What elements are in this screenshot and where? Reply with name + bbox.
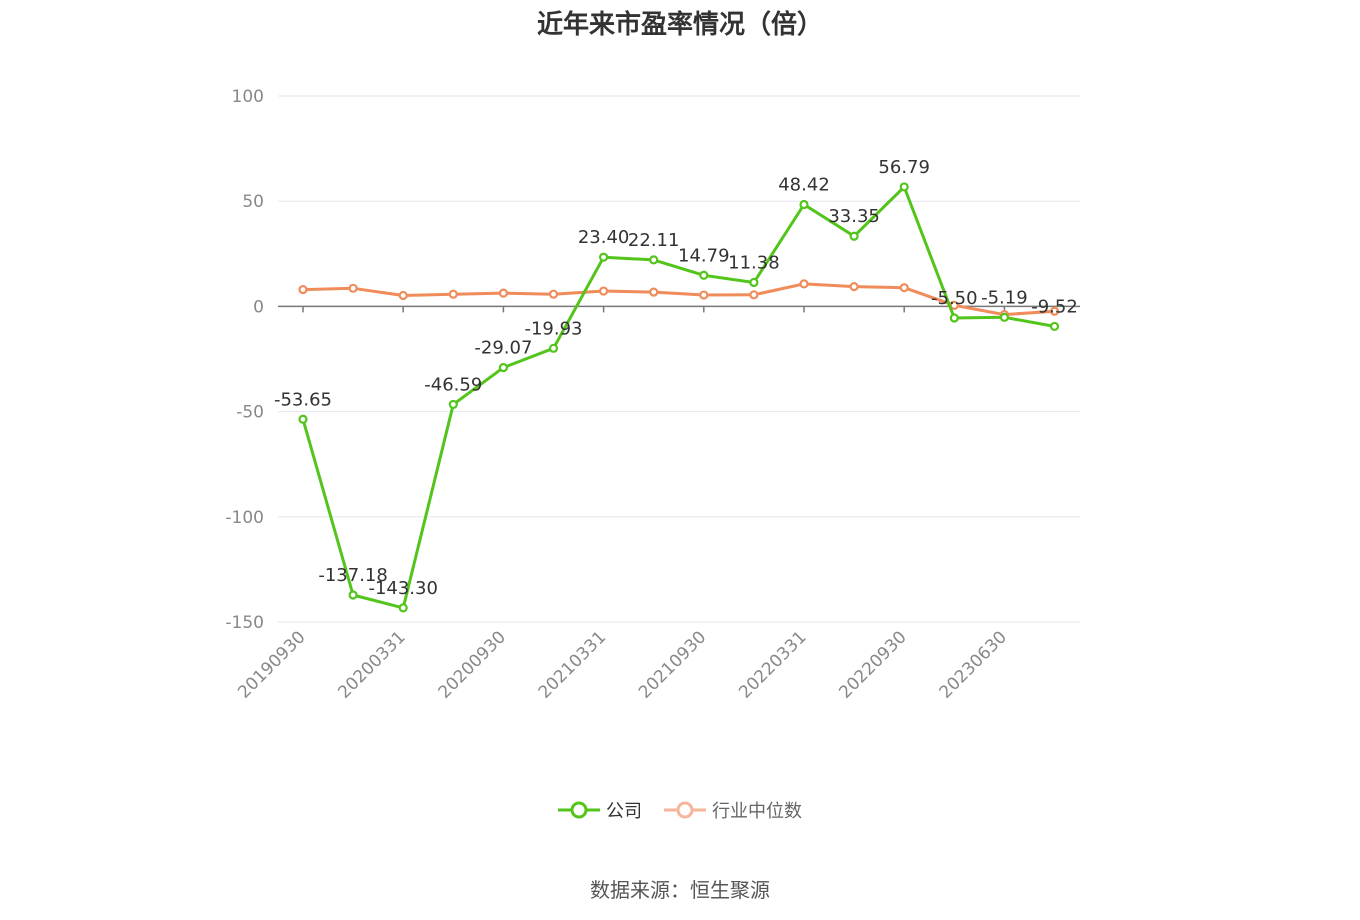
- data-point-company: [699, 270, 709, 280]
- data-point-industry: [699, 290, 709, 300]
- data-point-company: [799, 199, 809, 210]
- data-label-company: -5.50: [931, 288, 978, 309]
- data-label-company: 14.79: [678, 245, 730, 266]
- x-tick-label: 20220930: [835, 627, 910, 702]
- data-label-company: -9.52: [1031, 296, 1078, 317]
- y-tick-label: 0: [253, 297, 264, 317]
- data-label-company: -137.18: [318, 565, 387, 586]
- data-point-industry: [448, 289, 458, 299]
- data-point-industry: [899, 283, 909, 293]
- data-point-industry: [799, 279, 809, 289]
- data-label-company: -53.65: [274, 389, 332, 410]
- series-line-company: [301, 185, 1055, 610]
- data-label-company: 23.40: [578, 227, 630, 248]
- data-point-company: [949, 313, 959, 323]
- x-tick-label: 20210930: [635, 627, 710, 702]
- data-label-company: -19.93: [524, 318, 582, 339]
- legend-company-label: 公司: [606, 801, 642, 822]
- x-tick-label: 20230630: [936, 627, 1011, 702]
- grid-layer: [278, 95, 1080, 623]
- data-label-company: 56.79: [878, 157, 930, 178]
- x-tick-label: 20220331: [735, 627, 810, 702]
- data-point-company: [548, 343, 559, 353]
- x-tick-label: 20200331: [334, 627, 409, 702]
- data-point-company: [598, 252, 609, 262]
- y-tick-label: -50: [236, 403, 264, 423]
- legend-industry-marker-icon: [664, 801, 706, 819]
- data-label-company: 22.11: [628, 230, 680, 251]
- series-line-industry: [302, 282, 1055, 317]
- y-tick-label: 100: [232, 87, 264, 107]
- data-point-company: [1049, 321, 1060, 332]
- data-point-industry: [849, 282, 859, 292]
- data-point-industry: [548, 289, 559, 299]
- data-label-company: -29.07: [474, 338, 532, 359]
- legend-company-marker-icon: [558, 801, 600, 819]
- y-tick-label: -100: [225, 508, 264, 528]
- legend-industry-label: 行业中位数: [712, 801, 802, 822]
- x-tick-label: 20210331: [535, 627, 610, 702]
- y-tick-label: 50: [242, 192, 264, 212]
- legend: 公司 行业中位数: [0, 797, 1360, 823]
- series-layer: [298, 182, 1060, 613]
- x-tick-label: 20190930: [234, 627, 309, 702]
- legend-item-industry[interactable]: 行业中位数: [664, 797, 802, 823]
- data-label-company: -46.59: [424, 374, 482, 395]
- data-point-company: [749, 277, 759, 288]
- data-point-industry: [749, 290, 759, 300]
- data-point-industry: [298, 284, 308, 295]
- data-point-company: [899, 182, 909, 192]
- legend-item-company[interactable]: 公司: [558, 797, 642, 823]
- data-label-company: 33.35: [828, 206, 880, 227]
- data-point-company: [849, 231, 859, 241]
- y-tick-label: -150: [225, 613, 264, 633]
- data-point-industry: [598, 286, 609, 296]
- data-label-company: 11.38: [728, 252, 780, 273]
- data-point-company: [999, 312, 1010, 322]
- data-point-company: [398, 603, 408, 613]
- data-label-company: -5.19: [981, 287, 1028, 308]
- chart-title: 近年来市盈率情况（倍）: [536, 10, 823, 40]
- data-point-company: [649, 255, 659, 265]
- data-point-industry: [348, 283, 358, 293]
- data-label-company: -143.30: [368, 578, 437, 599]
- data-label-company: 48.42: [778, 175, 830, 196]
- data-point-company: [298, 414, 308, 424]
- label-layer: -53.65 -137.18-143.30 -46.59 -29.07-19.93 23…: [274, 157, 1078, 599]
- data-source: 数据来源：恒生聚源: [590, 878, 770, 902]
- data-point-company: [448, 399, 458, 410]
- data-point-company: [498, 362, 508, 373]
- data-point-industry: [498, 288, 508, 298]
- data-point-industry: [649, 287, 659, 297]
- data-point-company: [348, 590, 358, 600]
- data-point-industry: [1049, 306, 1060, 316]
- x-tick-label: 20200930: [435, 627, 510, 702]
- data-point-industry: [398, 290, 408, 301]
